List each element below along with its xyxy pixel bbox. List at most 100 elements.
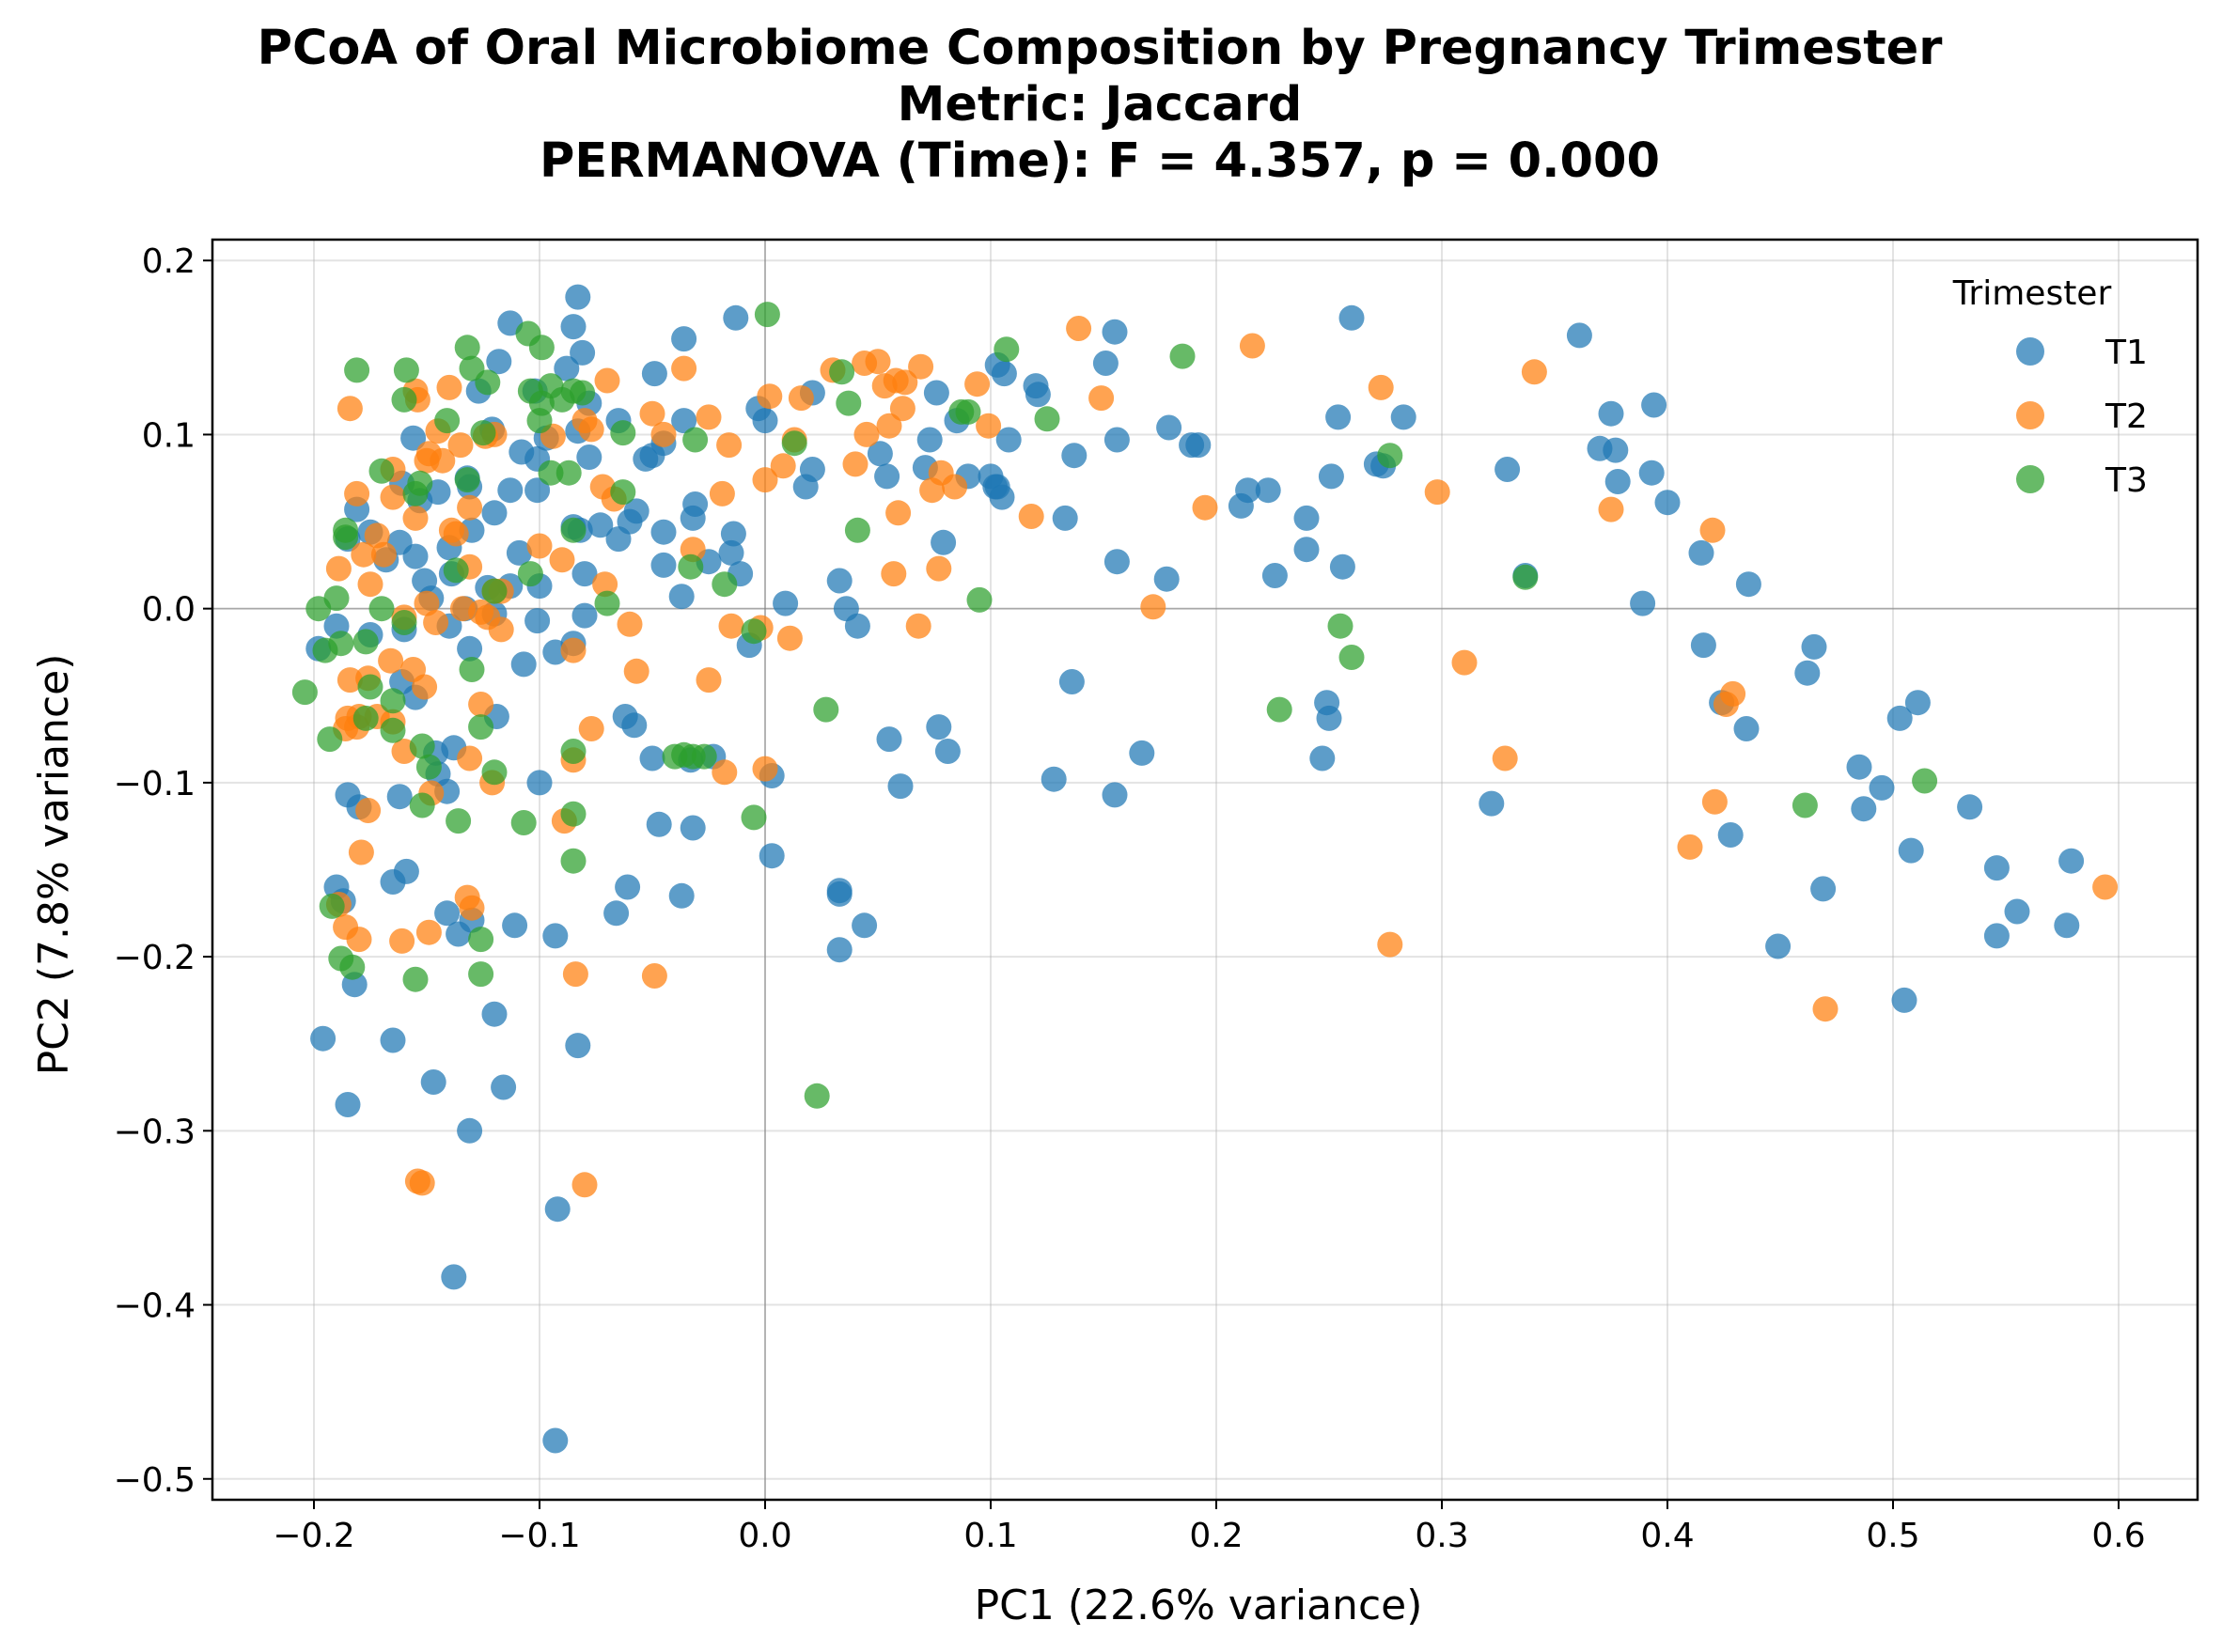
data-point-t1 — [1338, 304, 1365, 331]
data-point-t1 — [481, 500, 508, 526]
data-point-t1 — [1025, 382, 1051, 408]
data-point-t3 — [368, 596, 395, 622]
data-point-t1 — [310, 1025, 336, 1052]
data-point-t3 — [781, 430, 807, 457]
data-point-t3 — [475, 369, 501, 396]
data-point-t3 — [813, 696, 839, 723]
data-point-t1 — [926, 714, 952, 740]
data-point-t1 — [752, 408, 778, 434]
data-point-t3 — [691, 743, 717, 770]
data-point-t1 — [720, 521, 746, 547]
data-point-t1 — [554, 355, 580, 382]
data-point-t3 — [510, 810, 537, 835]
data-point-t2 — [1424, 479, 1450, 506]
data-point-t2 — [457, 745, 483, 771]
data-point-t3 — [560, 739, 587, 764]
data-point-t1 — [502, 912, 528, 939]
data-point-t3 — [1377, 443, 1403, 469]
data-point-t1 — [1654, 490, 1681, 516]
data-point-t2 — [892, 369, 918, 396]
data-point-t2 — [942, 474, 968, 500]
data-point-t2 — [526, 533, 553, 559]
chart-title-line-3: PERMANOVA (Time): F = 4.357, p = 0.000 — [540, 133, 1660, 189]
data-point-t1 — [542, 1427, 569, 1454]
data-point-t1 — [457, 635, 483, 662]
data-point-t1 — [400, 425, 427, 451]
data-point-t1 — [1255, 477, 1281, 504]
data-point-t1 — [457, 1117, 483, 1144]
data-point-t1 — [759, 843, 785, 869]
data-point-t3 — [955, 398, 981, 425]
data-point-t1 — [867, 441, 893, 467]
data-point-t1 — [931, 529, 957, 555]
data-point-t1 — [497, 477, 524, 504]
data-point-t2 — [1377, 931, 1403, 958]
data-point-t1 — [874, 463, 900, 490]
data-point-t1 — [446, 921, 472, 947]
data-point-t3 — [804, 1083, 830, 1109]
data-point-t1 — [617, 508, 643, 535]
data-point-t1 — [671, 408, 697, 434]
data-point-t1 — [668, 882, 695, 909]
data-point-t2 — [333, 914, 359, 941]
data-point-t1 — [876, 726, 902, 753]
data-point-t3 — [459, 657, 485, 682]
data-point-t1 — [650, 552, 677, 578]
data-point-t1 — [565, 1033, 591, 1059]
data-point-t2 — [447, 432, 474, 459]
data-point-t1 — [571, 561, 598, 587]
data-point-t2 — [696, 404, 722, 430]
data-point-t1 — [1846, 754, 1872, 780]
data-point-t3 — [409, 792, 435, 818]
data-point-t1 — [826, 937, 853, 963]
data-point-t3 — [333, 517, 359, 543]
data-point-t3 — [446, 808, 472, 834]
data-point-t1 — [402, 543, 429, 569]
data-point-t1 — [510, 651, 537, 678]
data-point-t3 — [560, 517, 587, 543]
data-point-t2 — [641, 963, 667, 989]
data-point-t2 — [889, 396, 915, 422]
data-point-t1 — [1898, 837, 1924, 864]
data-point-t2 — [344, 480, 370, 507]
data-point-t1 — [1957, 794, 1983, 820]
legend-marker-t2 — [2016, 401, 2044, 429]
data-point-t2 — [1598, 496, 1624, 522]
data-point-t3 — [468, 714, 494, 740]
data-point-t2 — [853, 421, 880, 447]
data-point-t1 — [1983, 855, 2010, 881]
data-point-t1 — [668, 584, 695, 610]
data-point-t1 — [491, 1074, 517, 1100]
data-point-t2 — [336, 667, 363, 694]
data-point-t2 — [592, 571, 618, 598]
data-point-t3 — [741, 618, 767, 645]
data-point-t1 — [565, 284, 591, 310]
x-tick-label: −0.2 — [273, 1517, 354, 1555]
data-point-t2 — [1677, 834, 1703, 860]
data-point-t1 — [506, 539, 532, 566]
data-point-t2 — [348, 839, 374, 865]
data-point-t1 — [934, 739, 961, 764]
data-point-t1 — [852, 912, 878, 939]
data-point-t3 — [1327, 613, 1354, 639]
legend-title: Trimester — [1952, 274, 2112, 313]
data-point-t1 — [1102, 319, 1128, 345]
x-tick-label: 0.0 — [738, 1517, 791, 1555]
data-point-t1 — [1058, 669, 1085, 694]
data-point-t2 — [412, 674, 438, 700]
y-tick-label: −0.5 — [114, 1461, 196, 1500]
data-point-t1 — [1325, 404, 1352, 430]
data-point-t3 — [829, 359, 855, 385]
data-point-t3 — [994, 336, 1020, 363]
data-point-t2 — [926, 555, 952, 582]
data-point-t2 — [355, 798, 382, 823]
data-point-t2 — [380, 484, 406, 510]
data-point-t1 — [826, 881, 853, 907]
data-point-t1 — [1765, 933, 1792, 959]
data-point-t1 — [2054, 912, 2080, 939]
plot-area: −0.2 −0.1 0.0 0.1 0.2 0.3 0.4 0.5 0.6 0.2 0.1 0.0 −0… — [114, 238, 2199, 1555]
data-point-t2 — [865, 349, 891, 375]
data-point-t1 — [1316, 705, 1342, 731]
data-point-t3 — [344, 357, 370, 383]
